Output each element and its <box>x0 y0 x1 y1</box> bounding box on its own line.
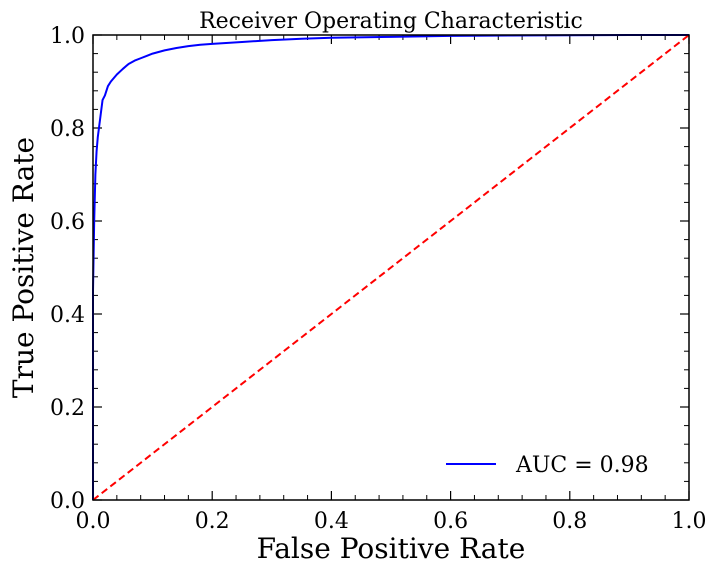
x-tick-label: 0.6 <box>433 509 468 534</box>
y-tick-label: 1.0 <box>50 24 85 49</box>
series-layer <box>92 34 690 501</box>
x-axis-label: False Positive Rate <box>257 532 526 565</box>
y-tick-label: 0.4 <box>50 303 85 328</box>
ticks-layer: 0.0 0.2 0.4 0.6 0.8 1.0 0.0 0.2 0.4 0.6 0.8 1.0 <box>50 24 707 534</box>
legend-label-auc: AUC = 0.98 <box>515 453 649 478</box>
chart-title: Receiver Operating Characteristic <box>199 9 583 34</box>
y-tick-label: 0.6 <box>50 210 85 235</box>
roc-curve-line <box>92 34 689 500</box>
y-axis-label: True Positive Rate <box>7 137 40 398</box>
x-tick-label: 0.8 <box>552 509 587 534</box>
y-tick-label: 0.2 <box>50 396 85 421</box>
x-tick-label: 0.0 <box>76 509 111 534</box>
y-tick-label: 0.0 <box>50 489 85 514</box>
x-tick-label: 1.0 <box>672 509 707 534</box>
x-tick-label: 0.2 <box>195 509 230 534</box>
plot-frame <box>92 34 690 501</box>
x-tick-label: 0.4 <box>314 509 349 534</box>
chance-diagonal-line <box>92 34 690 501</box>
y-tick-label: 0.8 <box>50 117 85 142</box>
legend: AUC = 0.98 <box>446 453 649 478</box>
